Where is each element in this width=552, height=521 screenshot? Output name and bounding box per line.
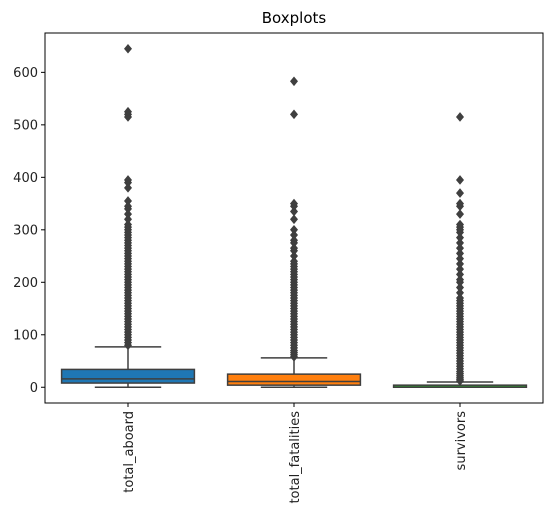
plot-frame bbox=[44, 32, 544, 404]
outlier-point bbox=[290, 76, 298, 87]
outlier-point bbox=[124, 183, 132, 193]
outlier-point bbox=[456, 219, 464, 230]
outlier-point bbox=[290, 243, 298, 253]
outlier-point bbox=[456, 232, 464, 243]
outlier-point bbox=[124, 201, 132, 211]
outlier-point bbox=[290, 109, 298, 120]
outlier-point bbox=[456, 238, 464, 248]
outlier-point bbox=[456, 248, 464, 259]
y-tick-label: 500 bbox=[13, 118, 38, 133]
outlier-point bbox=[290, 235, 298, 246]
outlier-point bbox=[456, 264, 464, 274]
outlier-point bbox=[290, 225, 298, 235]
x-tick-label: total_aboard bbox=[122, 411, 137, 493]
box-total_aboard bbox=[60, 368, 196, 384]
outlier-point bbox=[124, 214, 132, 225]
y-tick-label: 100 bbox=[13, 328, 38, 343]
x-tick-label: survivors bbox=[454, 411, 469, 471]
outlier-point bbox=[124, 43, 132, 54]
outlier-point bbox=[124, 175, 132, 185]
outlier-point bbox=[456, 175, 464, 185]
outlier-point bbox=[290, 230, 298, 240]
outlier-point bbox=[456, 269, 464, 280]
y-tick-label: 600 bbox=[13, 66, 38, 81]
outlier-point bbox=[124, 196, 132, 206]
y-tick-label: 200 bbox=[13, 276, 38, 291]
x-tick-label: total_fatalities bbox=[288, 411, 303, 504]
outlier-point bbox=[456, 259, 464, 269]
outlier-point bbox=[456, 209, 464, 219]
outlier-point bbox=[290, 251, 298, 261]
outlier-point bbox=[456, 293, 464, 303]
outlier-point bbox=[124, 219, 132, 230]
y-tick-label: 0 bbox=[30, 381, 38, 396]
outlier-point bbox=[456, 198, 464, 209]
outlier-point bbox=[456, 287, 464, 298]
y-tick-label: 300 bbox=[13, 223, 38, 238]
outlier-point bbox=[290, 256, 298, 267]
chart-title: Boxplots bbox=[262, 9, 327, 27]
outlier-point bbox=[456, 112, 464, 122]
outlier-point bbox=[290, 198, 298, 209]
outlier-point bbox=[456, 274, 464, 285]
outlier-point bbox=[456, 188, 464, 198]
y-tick-label: 400 bbox=[13, 171, 38, 186]
outlier-point bbox=[124, 106, 132, 117]
outlier-point bbox=[290, 206, 298, 217]
outlier-point bbox=[456, 243, 464, 253]
outlier-point bbox=[456, 282, 464, 293]
box-total_fatalities bbox=[226, 373, 362, 386]
outlier-point bbox=[124, 209, 132, 219]
outlier-point bbox=[456, 253, 464, 264]
outlier-point bbox=[290, 214, 298, 225]
